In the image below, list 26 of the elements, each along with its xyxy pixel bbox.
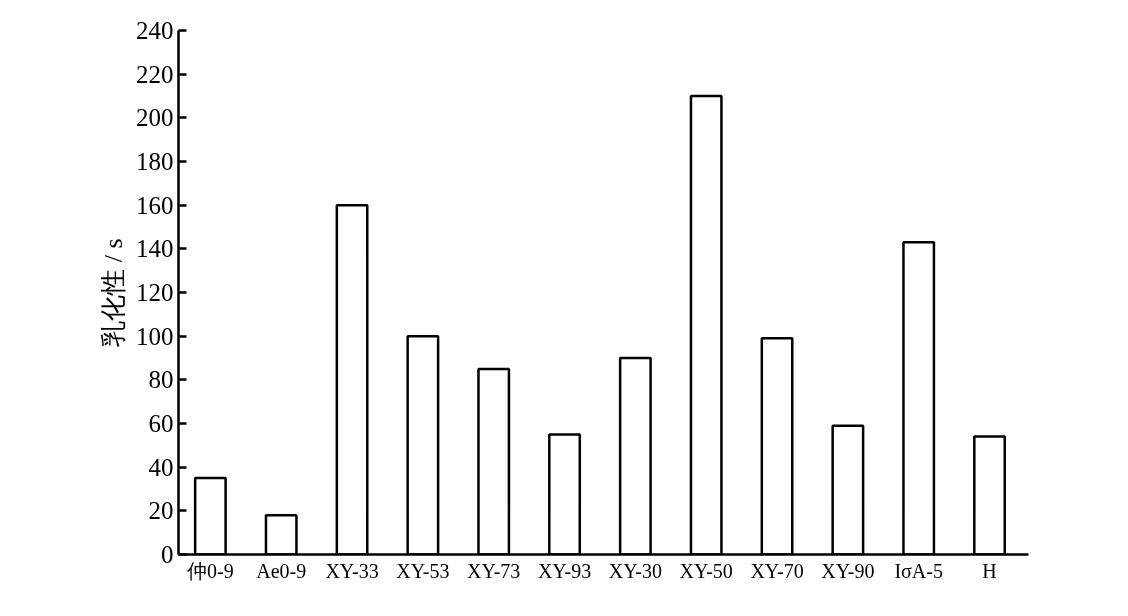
x-tick-label: XY-33 — [325, 559, 379, 582]
y-tick-label: 0 — [161, 541, 174, 568]
x-tick-label: XY-73 — [467, 559, 521, 582]
y-tick-label: 80 — [148, 366, 174, 394]
x-tick-label: XY-93 — [537, 559, 592, 582]
y-tick-label: 160 — [136, 191, 174, 219]
x-tick-label: XY-50 — [679, 559, 733, 582]
y-tick-label: 100 — [136, 322, 174, 350]
x-tick-label: XY-53 — [396, 559, 450, 582]
x-tick-label: Ae0-9 — [256, 559, 307, 582]
y-tick-label: 240 — [136, 17, 174, 44]
x-tick-label: XY-70 — [750, 559, 804, 582]
x-tick-label: H — [982, 559, 997, 582]
y-tick-label: 220 — [136, 60, 174, 88]
x-tick-label: IσA-5 — [894, 559, 943, 582]
y-tick-label: 60 — [148, 410, 174, 437]
y-tick-label: 140 — [136, 235, 174, 263]
y-tick-label: 40 — [148, 453, 174, 481]
x-tick-label: 仲0-9 — [187, 559, 234, 582]
y-axis-title: 乳化性 / s — [99, 238, 128, 347]
y-tick-label: 20 — [148, 497, 174, 525]
y-tick-label: 180 — [136, 148, 174, 175]
y-tick-label: 200 — [136, 104, 174, 132]
x-tick-label: XY-30 — [608, 559, 663, 582]
x-tick-label: XY-90 — [821, 559, 875, 582]
y-tick-label: 120 — [136, 279, 174, 306]
